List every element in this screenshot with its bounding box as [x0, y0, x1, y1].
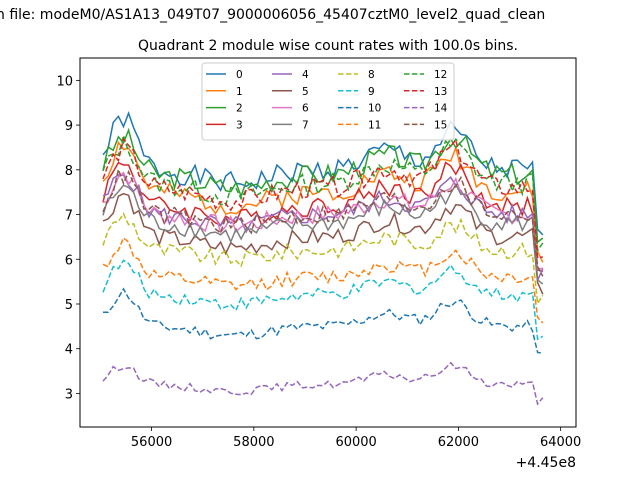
series-line-13: [102, 137, 543, 260]
series-line-0: [102, 110, 544, 236]
series-line-7: [102, 183, 544, 285]
y-tick-label: 5: [65, 298, 73, 313]
y-tick-label: 9: [65, 119, 73, 134]
x-tick-label: 64000: [540, 435, 581, 450]
series-layer: [102, 110, 544, 406]
y-tick-label: 6: [65, 253, 73, 268]
legend-label-8: 8: [368, 69, 375, 81]
x-tick-label: 60000: [335, 435, 376, 450]
series-line-3: [102, 161, 544, 273]
series-line-2: [102, 127, 544, 244]
legend-label-12: 12: [434, 69, 447, 81]
series-line-5: [102, 192, 544, 295]
legend-label-9: 9: [368, 86, 375, 98]
legend-label-2: 2: [236, 103, 243, 115]
x-tick-label: 56000: [131, 435, 172, 450]
x-offset-label: +4.45e8: [516, 455, 576, 471]
legend-label-15: 15: [434, 119, 447, 131]
legend-label-14: 14: [434, 103, 448, 115]
y-tick-label: 10: [56, 74, 73, 89]
series-line-9: [102, 259, 544, 341]
legend-label-0: 0: [236, 69, 243, 81]
legend-label-7: 7: [302, 119, 309, 131]
legend-label-6: 6: [302, 103, 309, 115]
x-axis: 56000 58000 60000 62000 64000: [131, 427, 581, 450]
legend-label-10: 10: [368, 103, 381, 115]
legend-box: [201, 62, 455, 141]
legend-label-3: 3: [236, 119, 243, 131]
series-line-14: [102, 361, 544, 406]
y-tick-label: 8: [65, 164, 73, 179]
legend-label-4: 4: [302, 69, 309, 81]
series-line-8: [102, 212, 544, 306]
plot-area-frame: [79, 57, 577, 428]
x-tick-label: 58000: [233, 435, 274, 450]
series-line-1: [102, 140, 544, 263]
legend-label-5: 5: [302, 86, 309, 98]
series-line-15: [102, 166, 544, 277]
legend-label-11: 11: [368, 119, 381, 131]
legend-label-13: 13: [434, 86, 447, 98]
legend-label-1: 1: [236, 86, 243, 98]
y-axis: 3 4 5 6 7 8 9 10: [56, 74, 80, 402]
y-tick-label: 7: [65, 209, 73, 224]
series-line-12: [102, 132, 544, 253]
series-line-11: [102, 236, 544, 324]
y-tick-label: 3: [65, 387, 73, 402]
y-tick-label: 4: [65, 343, 73, 358]
x-tick-label: 62000: [438, 435, 479, 450]
suptitle: n file: modeM0/AS1A13_049T07_9000006056_…: [0, 7, 545, 23]
series-line-10: [102, 287, 543, 355]
chart-title: Quadrant 2 module wise count rates with …: [138, 38, 518, 54]
